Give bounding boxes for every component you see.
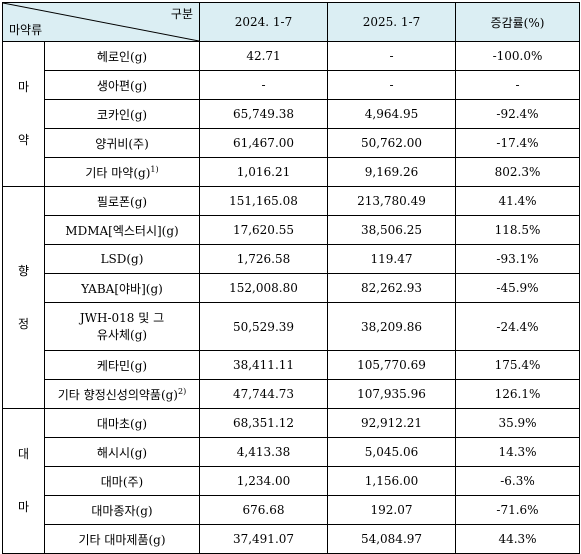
value-2025: 1,156.00	[327, 466, 456, 496]
value-2024: 50,529.39	[199, 302, 328, 351]
item-name: 헤로인(g)	[44, 41, 200, 71]
item-name: 기타 대마제품(g)	[44, 524, 200, 554]
table-row: 대마(주) 1,234.00 1,156.00 -6.3%	[3, 466, 580, 496]
change-rate: -100.0%	[455, 41, 580, 71]
value-2025: 38,506.25	[327, 215, 456, 245]
table-row: 기타 향정신성의약품(g)2) 47,744.73 107,935.96 126…	[3, 379, 580, 409]
table-row: 대마종자(g) 676.68 192.07 -71.6%	[3, 495, 580, 525]
item-name: 기타 향정신성의약품(g)2)	[44, 379, 200, 409]
diagonal-line	[3, 3, 199, 41]
header-2024: 2024. 1-7	[199, 2, 328, 42]
value-2024: 676.68	[199, 495, 328, 525]
footnote-marker: 2)	[178, 386, 187, 396]
item-name: 해시시(g)	[44, 437, 200, 467]
item-name: 코카인(g)	[44, 99, 200, 129]
item-name: 생아편(g)	[44, 70, 200, 100]
change-rate: 802.3%	[455, 157, 580, 187]
change-rate: 126.1%	[455, 379, 580, 409]
table-row: 케타민(g) 38,411.11 105,770.69 175.4%	[3, 350, 580, 380]
item-name: 케타민(g)	[44, 350, 200, 380]
table-row: 기타 대마제품(g) 37,491.07 54,084.97 44.3%	[3, 524, 580, 554]
value-2025: 38,209.86	[327, 302, 456, 351]
item-name: 대마초(g)	[44, 408, 200, 438]
change-rate: 118.5%	[455, 215, 580, 245]
value-2025: 107,935.96	[327, 379, 456, 409]
table-row: YABA[야바](g) 152,008.80 82,262.93 -45.9%	[3, 273, 580, 303]
header-2025: 2025. 1-7	[327, 2, 456, 42]
value-2024: -	[199, 70, 328, 100]
value-2024: 151,165.08	[199, 186, 328, 216]
value-2025: 4,964.95	[327, 99, 456, 129]
value-2024: 68,351.12	[199, 408, 328, 438]
change-rate: -17.4%	[455, 128, 580, 158]
value-2024: 17,620.55	[199, 215, 328, 245]
item-name: 대마(주)	[44, 466, 200, 496]
value-2024: 1,234.00	[199, 466, 328, 496]
value-2024: 37,491.07	[199, 524, 328, 554]
header-change-rate: 증감률(%)	[455, 2, 580, 42]
corner-label-category: 구분	[170, 7, 193, 21]
change-rate: -	[455, 70, 580, 100]
value-2025: 82,262.93	[327, 273, 456, 303]
item-name: 대마종자(g)	[44, 495, 200, 525]
item-name: 필로폰(g)	[44, 186, 200, 216]
corner-label-drug-type: 마약류	[9, 23, 43, 37]
value-2025: 92,912.21	[327, 408, 456, 438]
value-2024: 1,016.21	[199, 157, 328, 187]
change-rate: 41.4%	[455, 186, 580, 216]
header-row: 구분 마약류 2024. 1-7 2025. 1-7 증감률(%)	[2, 2, 580, 42]
value-2024: 61,467.00	[199, 128, 328, 158]
value-2025: 119.47	[327, 244, 456, 274]
value-2025: 54,084.97	[327, 524, 456, 554]
value-2024: 42.71	[199, 41, 328, 71]
item-name: YABA[야바](g)	[44, 273, 200, 303]
value-2025: 213,780.49	[327, 186, 456, 216]
item-name: LSD(g)	[44, 244, 200, 274]
value-2025: -	[327, 70, 456, 100]
change-rate: 14.3%	[455, 437, 580, 467]
table-row: 기타 마약(g)1) 1,016.21 9,169.26 802.3%	[3, 157, 580, 187]
table-row: 생아편(g) - - -	[3, 70, 580, 100]
item-name: MDMA[엑스터시](g)	[44, 215, 200, 245]
change-rate: -45.9%	[455, 273, 580, 303]
value-2025: 5,045.06	[327, 437, 456, 467]
change-rate: -92.4%	[455, 99, 580, 129]
value-2024: 4,413.38	[199, 437, 328, 467]
value-2024: 38,411.11	[199, 350, 328, 380]
table-row: LSD(g) 1,726.58 119.47 -93.1%	[3, 244, 580, 274]
table-row: JWH-018 및 그 유사체(g) 50,529.39 38,209.86 -2…	[3, 302, 580, 351]
change-rate: 35.9%	[455, 408, 580, 438]
value-2025: -	[327, 41, 456, 71]
item-name: JWH-018 및 그 유사체(g)	[44, 302, 200, 351]
value-2025: 105,770.69	[327, 350, 456, 380]
change-rate: -6.3%	[455, 466, 580, 496]
change-rate: 44.3%	[455, 524, 580, 554]
value-2025: 192.07	[327, 495, 456, 525]
change-rate: -71.6%	[455, 495, 580, 525]
table-row: 해시시(g) 4,413.38 5,045.06 14.3%	[3, 437, 580, 467]
value-2024: 1,726.58	[199, 244, 328, 274]
value-2024: 152,008.80	[199, 273, 328, 303]
change-rate: 175.4%	[455, 350, 580, 380]
table-row: MDMA[엑스터시](g) 17,620.55 38,506.25 118.5%	[3, 215, 580, 245]
value-2024: 65,749.38	[199, 99, 328, 129]
value-2025: 9,169.26	[327, 157, 456, 187]
item-name: 기타 마약(g)1)	[44, 157, 200, 187]
value-2025: 50,762.00	[327, 128, 456, 158]
table-row: 양귀비(주) 61,467.00 50,762.00 -17.4%	[3, 128, 580, 158]
item-name: 양귀비(주)	[44, 128, 200, 158]
change-rate: -24.4%	[455, 302, 580, 351]
change-rate: -93.1%	[455, 244, 580, 274]
value-2024: 47,744.73	[199, 379, 328, 409]
footnote-marker: 1)	[150, 164, 159, 174]
corner-header-cell: 구분 마약류	[2, 2, 200, 42]
table-row: 코카인(g) 65,749.38 4,964.95 -92.4%	[3, 99, 580, 129]
